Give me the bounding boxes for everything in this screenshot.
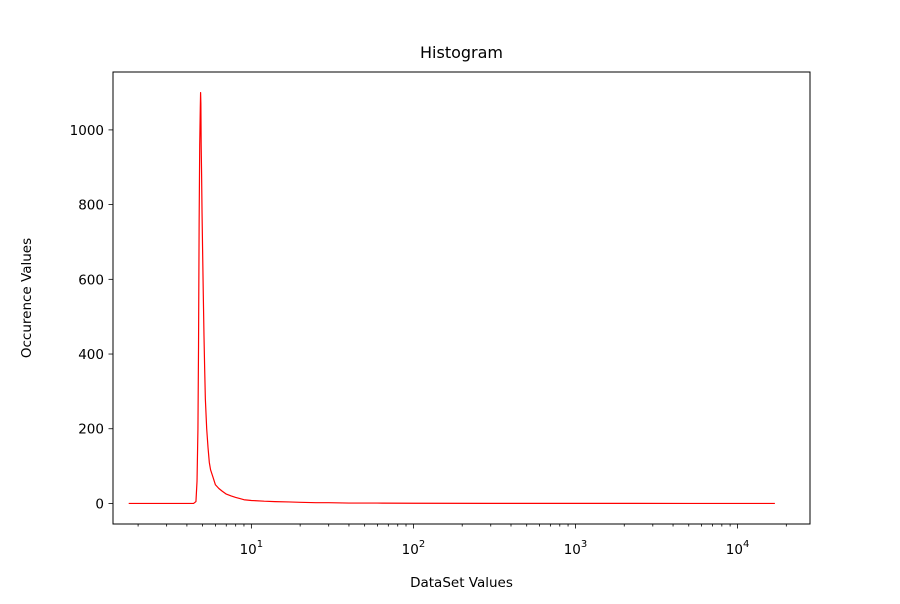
- y-tick-label: 0: [95, 496, 104, 512]
- y-tick-label: 1000: [70, 123, 104, 139]
- series-layer: [128, 91, 775, 505]
- x-axis-ticks: 101 102 103 104: [137, 524, 787, 558]
- plot-area: [113, 72, 810, 524]
- y-tick-label: 800: [78, 198, 104, 214]
- series-line: [128, 91, 775, 505]
- chart-title: Histogram: [420, 43, 503, 62]
- x-tick-label: 101: [240, 539, 264, 558]
- y-axis-ticks: 0 200 400 600 800 1000: [70, 123, 113, 512]
- x-tick-label: 102: [402, 539, 426, 558]
- y-axis-label: Occurence Values: [19, 238, 35, 358]
- y-tick-label: 600: [78, 272, 104, 288]
- y-tick-label: 400: [78, 347, 104, 363]
- x-axis-label: DataSet Values: [410, 575, 513, 591]
- y-tick-label: 200: [78, 422, 104, 438]
- x-tick-label: 103: [564, 539, 588, 558]
- plot-frame: [112, 71, 811, 525]
- x-tick-label: 104: [726, 539, 750, 558]
